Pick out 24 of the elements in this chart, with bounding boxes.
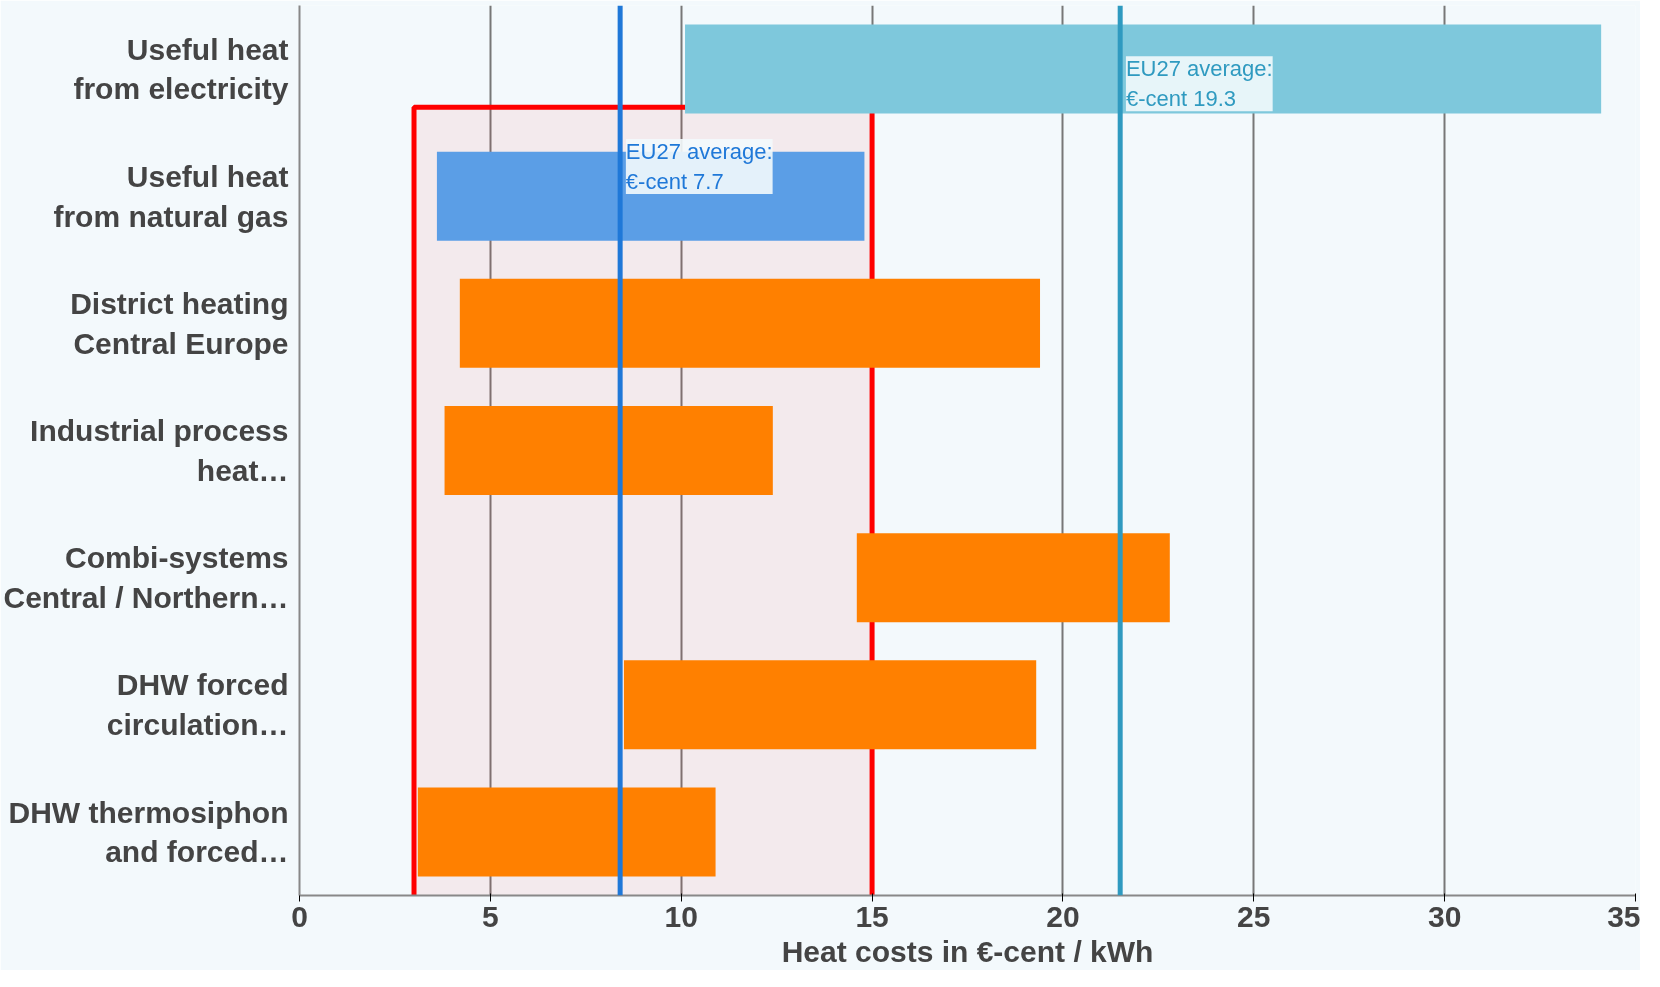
bar — [417, 787, 716, 877]
x-tick-label: 15 — [855, 899, 889, 933]
x-axis-title: Heat costs in €-cent / kWh — [781, 934, 1154, 968]
y-tick-label: Useful heat from natural gas — [53, 159, 289, 233]
ref-line-label: EU27 average: €-cent 19.3 — [1125, 56, 1273, 112]
y-tick-label: Useful heat from electricity — [73, 32, 289, 106]
x-tick-label: 35 — [1607, 899, 1641, 933]
x-tick-label: 5 — [482, 899, 499, 933]
bar — [856, 533, 1170, 623]
x-tick-label: 0 — [291, 899, 308, 933]
bar — [685, 24, 1602, 114]
bar — [444, 406, 773, 495]
x-tick-label: 25 — [1237, 899, 1271, 933]
x-tick-label: 20 — [1046, 899, 1080, 933]
y-tick-label: Industrial process heat… — [30, 414, 289, 487]
ref-line-label: EU27 average: €-cent 7.7 — [625, 139, 773, 194]
bar — [623, 660, 1037, 750]
x-tick-label: 10 — [664, 899, 698, 933]
y-tick-label: DHW forced circulation… — [106, 668, 289, 742]
x-tick-label: 30 — [1427, 899, 1462, 933]
y-tick-label: DHW thermosiphon and forced… — [8, 795, 289, 869]
y-tick-label: District heating Central Europe — [70, 287, 289, 360]
y-tick-label: Combi-systems Central / Northern… — [3, 541, 289, 614]
bar — [459, 278, 1041, 368]
